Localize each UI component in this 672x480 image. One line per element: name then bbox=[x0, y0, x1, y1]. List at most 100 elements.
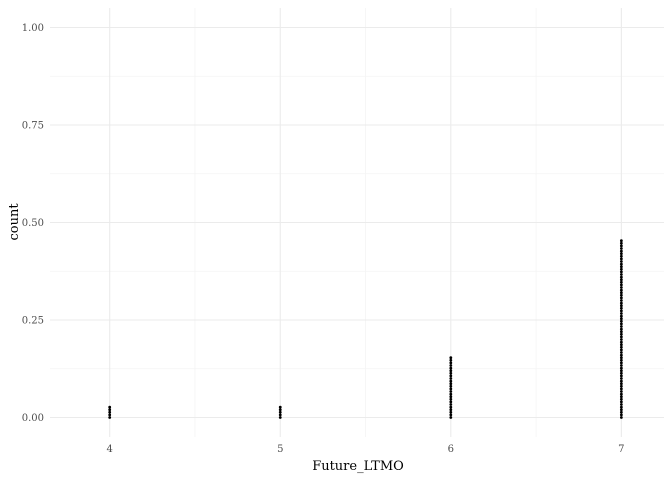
data-point bbox=[619, 317, 623, 321]
data-point bbox=[619, 309, 623, 313]
data-point bbox=[619, 390, 623, 393]
data-point bbox=[619, 286, 623, 289]
data-point bbox=[619, 358, 623, 362]
data-point bbox=[619, 267, 623, 271]
data-point bbox=[449, 410, 453, 414]
data-point bbox=[619, 408, 623, 412]
data-point bbox=[449, 356, 453, 360]
grid bbox=[50, 8, 664, 437]
data-point bbox=[619, 379, 623, 383]
data-point bbox=[619, 314, 623, 318]
data-point bbox=[619, 369, 623, 373]
data-point bbox=[619, 283, 623, 287]
data-point bbox=[619, 291, 623, 295]
data-point bbox=[449, 416, 453, 419]
data-point bbox=[449, 374, 453, 378]
data-point bbox=[619, 382, 623, 386]
data-point bbox=[449, 390, 453, 393]
data-point bbox=[619, 330, 623, 334]
data-point bbox=[449, 387, 453, 391]
data-point bbox=[619, 265, 623, 269]
data-point bbox=[108, 408, 112, 412]
data-point bbox=[619, 312, 623, 315]
data-point bbox=[619, 322, 623, 326]
data-point bbox=[619, 280, 623, 284]
data-point bbox=[619, 338, 623, 341]
data-point bbox=[278, 405, 282, 409]
y-tick-label: 0.25 bbox=[22, 316, 44, 327]
data-point bbox=[619, 384, 623, 388]
x-tick-label: 7 bbox=[618, 444, 624, 455]
data-point bbox=[619, 306, 623, 310]
data-point bbox=[108, 413, 112, 417]
data-point bbox=[619, 252, 623, 256]
data-point bbox=[619, 345, 623, 349]
data-point bbox=[449, 397, 453, 401]
data-point bbox=[108, 405, 112, 409]
data-point bbox=[619, 275, 623, 279]
data-point bbox=[278, 410, 282, 414]
data-point bbox=[619, 257, 623, 261]
data-point bbox=[619, 241, 623, 245]
data-point bbox=[619, 319, 623, 323]
data-point bbox=[619, 351, 623, 354]
data-point bbox=[449, 382, 453, 386]
data-point bbox=[619, 254, 623, 258]
data-point bbox=[619, 304, 623, 308]
data-point bbox=[619, 327, 623, 331]
data-point bbox=[449, 384, 453, 388]
data-point bbox=[449, 379, 453, 383]
y-axis-ticks: 0.00 0.25 0.50 0.75 1.00 bbox=[22, 23, 44, 424]
data-point bbox=[619, 397, 623, 401]
data-point bbox=[619, 364, 623, 367]
y-tick-label: 1.00 bbox=[22, 23, 44, 34]
data-point bbox=[619, 361, 623, 365]
dot-stack bbox=[449, 356, 453, 419]
dot-stack bbox=[108, 405, 112, 419]
data-point bbox=[449, 361, 453, 365]
dot-stack bbox=[278, 405, 282, 419]
data-point bbox=[449, 413, 453, 417]
data-point bbox=[619, 405, 623, 409]
data-point bbox=[619, 301, 623, 305]
data-point bbox=[619, 377, 623, 380]
data-point bbox=[449, 377, 453, 380]
data-point bbox=[449, 408, 453, 412]
data-point bbox=[619, 247, 623, 250]
data-point bbox=[449, 366, 453, 370]
data-point bbox=[449, 400, 453, 404]
data-point bbox=[619, 413, 623, 417]
data-point bbox=[449, 395, 453, 399]
data-point bbox=[619, 348, 623, 352]
data-point bbox=[619, 332, 623, 336]
data-point bbox=[449, 358, 453, 362]
data-point bbox=[619, 260, 623, 263]
data-point bbox=[619, 270, 623, 274]
x-axis-title: Future_LTMO bbox=[312, 459, 404, 474]
data-point bbox=[619, 340, 623, 344]
data-point bbox=[619, 356, 623, 360]
data-point bbox=[619, 353, 623, 357]
data-point bbox=[619, 244, 623, 248]
data-point bbox=[619, 299, 623, 302]
x-tick-label: 6 bbox=[448, 444, 454, 455]
data-point bbox=[619, 273, 623, 276]
data-point bbox=[619, 410, 623, 414]
data-point bbox=[449, 369, 453, 373]
data-point bbox=[619, 296, 623, 300]
data-point bbox=[619, 325, 623, 328]
data-point bbox=[619, 395, 623, 399]
x-tick-label: 5 bbox=[277, 444, 283, 455]
data-point bbox=[619, 387, 623, 391]
data-point bbox=[619, 262, 623, 266]
y-tick-label: 0.50 bbox=[22, 218, 44, 229]
data-point bbox=[619, 371, 623, 375]
data-point bbox=[108, 410, 112, 414]
y-tick-label: 0.75 bbox=[22, 121, 44, 132]
y-tick-label: 0.00 bbox=[22, 413, 44, 424]
data-point bbox=[619, 416, 623, 419]
data-point bbox=[619, 366, 623, 370]
data-point bbox=[619, 335, 623, 339]
data-point bbox=[278, 408, 282, 412]
dot-stack bbox=[619, 239, 623, 419]
